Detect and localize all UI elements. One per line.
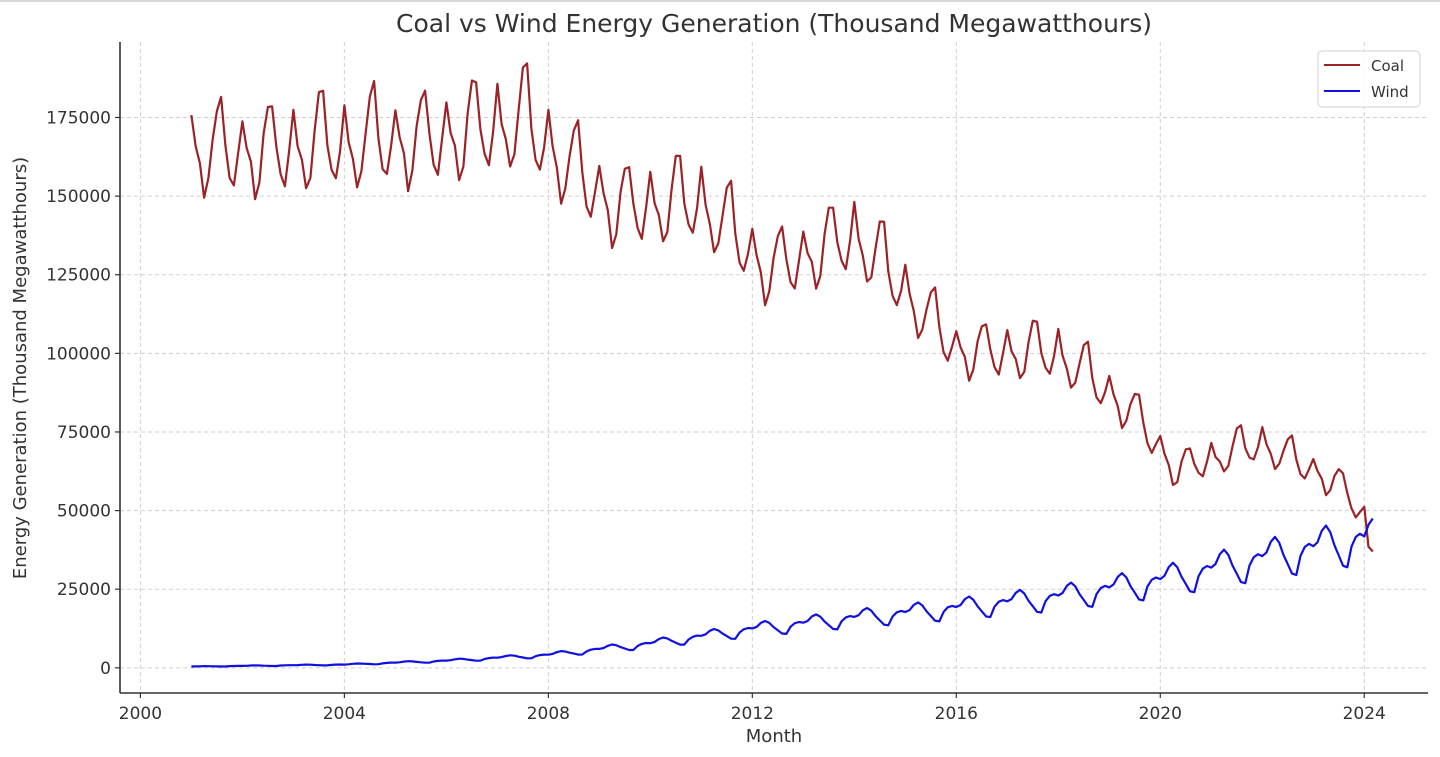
y-tick-label: 150000 — [46, 187, 111, 207]
series-line-coal — [190, 62, 1374, 553]
y-tick-label: 75000 — [57, 423, 111, 443]
series-line-wind — [191, 517, 1374, 668]
y-tick-label: 25000 — [57, 580, 111, 600]
tick-labels: 2000 2004 2008 2012 2016 2020 2024 0 25000 50000 7… — [46, 108, 1386, 724]
x-tick-label: 2000 — [119, 704, 162, 724]
y-tick-label: 175000 — [46, 108, 111, 128]
legend-label-wind: Wind — [1371, 83, 1409, 101]
axes — [119, 42, 1428, 694]
x-tick-label: 2012 — [731, 704, 774, 724]
y-tick-label: 100000 — [46, 344, 111, 364]
chart-title: Coal vs Wind Energy Generation (Thousand… — [396, 9, 1152, 38]
y-axis-label: Energy Generation (Thousand Megawatthour… — [10, 157, 31, 579]
y-tick-label: 50000 — [57, 502, 111, 522]
top-border — [0, 0, 1440, 2]
y-tick-label: 0 — [100, 659, 111, 679]
series-group — [190, 62, 1374, 668]
legend-label-coal: Coal — [1371, 57, 1404, 75]
grid-lines — [120, 42, 1428, 693]
x-tick-label: 2004 — [323, 704, 366, 724]
legend: Coal Wind — [1317, 50, 1421, 108]
x-tick-label: 2008 — [527, 704, 570, 724]
y-tick-label: 125000 — [46, 266, 111, 286]
x-axis-label: Month — [746, 726, 802, 747]
x-tick-label: 2020 — [1139, 704, 1182, 724]
x-tick-label: 2024 — [1343, 704, 1386, 724]
x-tick-label: 2016 — [935, 704, 978, 724]
